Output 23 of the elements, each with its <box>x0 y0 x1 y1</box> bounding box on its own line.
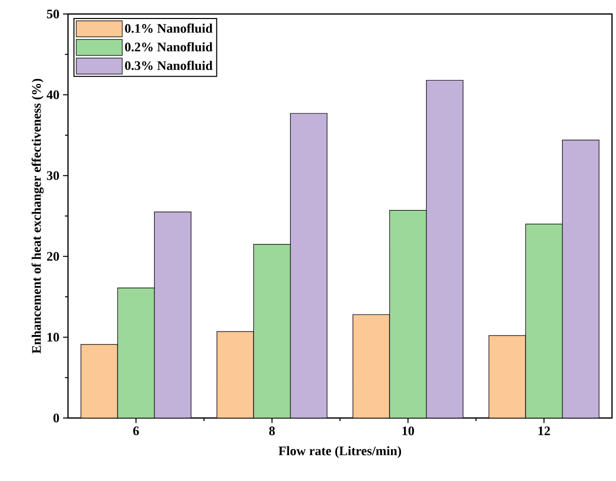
x-tick-label: 12 <box>538 426 550 436</box>
y-tick-label: 0 <box>53 414 59 422</box>
x-axis-title: Flow rate (Litres/min) <box>278 446 402 458</box>
y-tick-label: 20 <box>47 252 59 261</box>
y-tick-label: 40 <box>46 90 59 100</box>
bar <box>117 288 155 418</box>
legend-label: 0.3% Nanofluid <box>125 60 213 70</box>
bar <box>426 80 464 418</box>
x-tick-label: 8 <box>269 426 275 436</box>
bar <box>562 140 600 418</box>
y-axis-title: Enhancement of heat exchanger effectiveness (%) <box>32 78 44 354</box>
legend-label: 0.2% Nanofluid <box>125 42 213 52</box>
x-tick-label: 6 <box>133 426 139 436</box>
bar <box>253 244 291 418</box>
bar <box>389 210 427 418</box>
y-tick-label: 50 <box>46 10 59 18</box>
x-tick-label: 10 <box>402 426 414 436</box>
bar <box>525 224 563 418</box>
bar <box>154 212 192 418</box>
legend-label: 0.1% Nanofluid <box>125 24 213 33</box>
y-tick-label: 10 <box>48 332 59 342</box>
bar <box>290 113 328 418</box>
y-tick-label: 30 <box>46 171 59 180</box>
